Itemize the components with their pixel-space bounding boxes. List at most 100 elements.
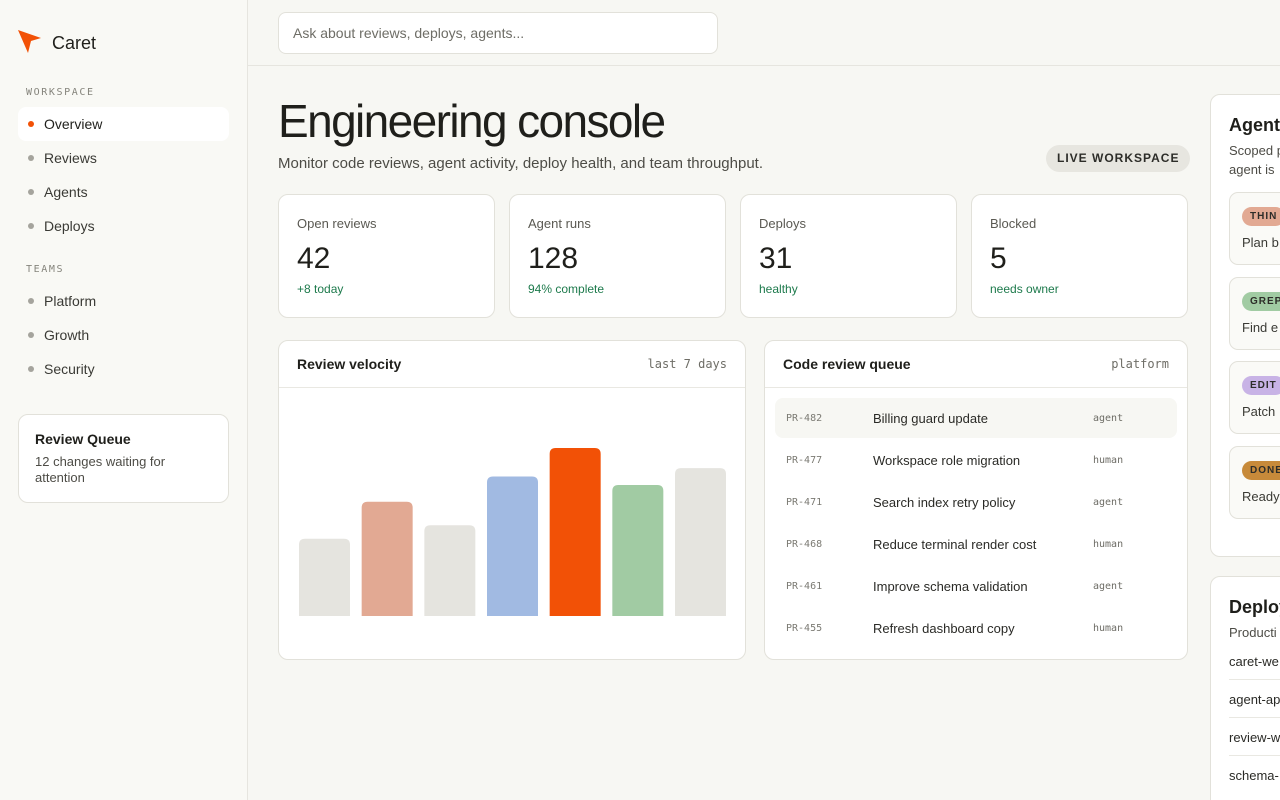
sidebar-item-label: Growth [44, 327, 90, 343]
table-row[interactable]: PR-471 Search index retry policy agent [775, 482, 1177, 522]
caret-logo-icon [18, 28, 42, 59]
divider [1229, 717, 1280, 718]
review-queue-title: Review Queue [35, 431, 131, 447]
divider [1229, 755, 1280, 756]
stat-card-agent-runs[interactable]: Agent runs 128 94% complete [509, 194, 726, 318]
panel-description: Producti [1229, 625, 1277, 640]
stat-note: +8 today [297, 282, 344, 296]
dot-icon [28, 155, 34, 161]
dot-icon [28, 332, 34, 338]
panel-header: Review velocity last 7 days [279, 341, 745, 388]
deploy-item[interactable]: schema- [1229, 768, 1279, 783]
pr-title: Workspace role migration [873, 452, 1021, 468]
divider [1229, 679, 1280, 680]
stat-note: 94% complete [528, 282, 605, 296]
agent-step-desc: Find e [1242, 320, 1279, 335]
sidebar-item-reviews[interactable]: Reviews [18, 141, 229, 175]
pr-type: human [1093, 622, 1124, 634]
sidebar-item-overview[interactable]: Overview [18, 107, 229, 141]
sidebar-item-label: Security [44, 361, 95, 377]
sidebar-item-label: Overview [44, 116, 103, 132]
agent-step-card[interactable]: THIN Plan b [1229, 192, 1280, 265]
pr-title: Reduce terminal render cost [873, 536, 1037, 552]
dot-icon [28, 298, 34, 304]
dot-icon [28, 189, 34, 195]
pr-id: PR-477 [786, 454, 823, 466]
sidebar-item-label: Deploys [44, 218, 95, 234]
table-row[interactable]: PR-461 Improve schema validation agent [775, 566, 1177, 606]
panel-title: Code review queue [783, 356, 911, 372]
velocity-bar[interactable] [424, 525, 476, 616]
sidebar-item-platform[interactable]: Platform [18, 284, 229, 318]
panel-title: Review velocity [297, 356, 402, 372]
stat-label: Blocked [990, 216, 1037, 231]
live-workspace-badge: LIVE WORKSPACE [1046, 145, 1191, 172]
stat-label: Open reviews [297, 216, 377, 231]
stat-card-open-reviews[interactable]: Open reviews 42 +8 today [278, 194, 495, 318]
pr-id: PR-468 [786, 538, 823, 550]
pr-id: PR-471 [786, 496, 823, 508]
stat-note: healthy [759, 282, 798, 296]
pr-title: Improve schema validation [873, 578, 1028, 594]
review-queue-card[interactable]: Review Queue 12 changes waiting for atte… [18, 414, 229, 503]
velocity-bar[interactable] [487, 476, 538, 616]
pr-title: Billing guard update [873, 410, 988, 426]
stat-card-blocked[interactable]: Blocked 5 needs owner [971, 194, 1188, 318]
table-row[interactable]: PR-468 Reduce terminal render cost human [775, 524, 1177, 564]
panel-title: Agent [1229, 115, 1280, 135]
pr-type: human [1093, 454, 1124, 466]
topbar [248, 0, 1280, 66]
brand-name: Caret [52, 33, 97, 53]
review-queue-description: 12 changes waiting for attention [35, 454, 166, 485]
deploy-item[interactable]: agent-ap [1229, 692, 1280, 707]
panel-description: agent is [1229, 162, 1275, 177]
agent-step-desc: Patch [1242, 404, 1276, 419]
velocity-bar[interactable] [612, 484, 664, 616]
sidebar-item-security[interactable]: Security [18, 352, 229, 386]
pr-id: PR-461 [786, 580, 823, 592]
agent-step-card[interactable]: EDIT Patch [1229, 361, 1280, 434]
agent-step-tag: EDIT [1242, 376, 1280, 395]
velocity-bar[interactable] [549, 448, 601, 616]
sidebar: Caret WORKSPACE Overview Reviews Agents … [0, 0, 248, 800]
agent-step-card[interactable]: GREP Find e [1229, 277, 1280, 350]
agent-step-tag: DONE [1242, 461, 1280, 480]
pr-type: human [1093, 538, 1124, 550]
deploys-panel: Deploy Producti caret-we agent-ap review… [1210, 576, 1280, 800]
sidebar-item-growth[interactable]: Growth [18, 318, 229, 352]
stat-label: Deploys [759, 216, 806, 231]
deploy-item[interactable]: review-w [1229, 730, 1280, 745]
stat-value: 31 [759, 242, 793, 275]
sidebar-item-label: Agents [44, 184, 88, 200]
agent-step-tag: GREP [1242, 292, 1280, 311]
panel-team: platform [1111, 357, 1169, 371]
velocity-bar[interactable] [675, 468, 726, 616]
dot-icon [28, 366, 34, 372]
review-velocity-panel: Review velocity last 7 days [278, 340, 746, 660]
panel-title: Deploy [1229, 597, 1280, 617]
table-row[interactable]: PR-455 Refresh dashboard copy human [775, 608, 1177, 648]
sidebar-item-agents[interactable]: Agents [18, 175, 229, 209]
stat-value: 42 [297, 242, 331, 275]
page-title: Engineering console [278, 95, 666, 147]
velocity-bar[interactable] [299, 538, 350, 616]
pr-type: agent [1093, 496, 1124, 508]
table-row[interactable]: PR-482 Billing guard update agent [775, 398, 1177, 438]
agent-step-card[interactable]: DONE Ready [1229, 446, 1280, 519]
teams-section-label: TEAMS [26, 264, 65, 275]
sidebar-item-label: Platform [44, 293, 97, 309]
sidebar-item-deploys[interactable]: Deploys [18, 209, 229, 243]
table-row[interactable]: PR-477 Workspace role migration human [775, 440, 1177, 480]
stat-card-deploys[interactable]: Deploys 31 healthy [740, 194, 957, 318]
pr-title: Search index retry policy [873, 494, 1016, 510]
brand[interactable]: Caret [18, 28, 96, 59]
deploy-item[interactable]: caret-we [1229, 654, 1279, 669]
search-input[interactable] [278, 12, 718, 54]
panel-range: last 7 days [647, 357, 727, 371]
active-dot-icon [28, 121, 34, 127]
agent-step-desc: Plan b [1242, 235, 1279, 250]
agent-step-tag: THIN [1242, 207, 1280, 226]
pr-id: PR-482 [786, 412, 823, 424]
velocity-bar[interactable] [361, 501, 413, 616]
dot-icon [28, 223, 34, 229]
